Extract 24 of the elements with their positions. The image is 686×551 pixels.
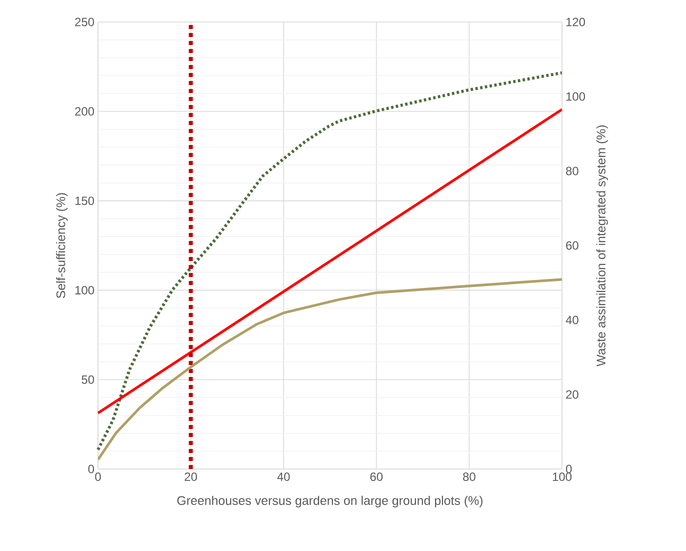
x-tick-label: 40 (277, 472, 290, 481)
y2-tick-label: 0 (566, 464, 572, 474)
y2-tick-label: 40 (566, 316, 578, 324)
y-tick-label: 250 (75, 18, 94, 26)
y2-axis-title: Waste assimilation of integrated system (%) (596, 125, 608, 366)
y-tick-label: 50 (82, 375, 94, 384)
y2-tick-label: 80 (566, 166, 578, 176)
y2-tick-label: 100 (566, 92, 586, 101)
x-tick-label: 100 (552, 472, 572, 481)
x-tick-label: 0 (95, 472, 101, 481)
x-axis-title: Greenhouses versus gardens on large ground plots (%) (177, 496, 482, 508)
line-series (98, 278, 562, 461)
x-tick-label: 80 (463, 472, 476, 481)
x-tick-label: 20 (184, 472, 197, 481)
y-tick-label: 150 (75, 196, 94, 206)
y2-tick-label: 60 (566, 241, 578, 250)
y-axis-title: Self-sufficiency (%) (56, 193, 68, 298)
y2-tick-label: 20 (566, 390, 578, 399)
x-tick-label: 60 (370, 472, 383, 481)
y2-tick-label: 120 (566, 18, 586, 26)
y-tick-label: 100 (75, 286, 94, 294)
y-tick-label: 200 (75, 107, 94, 116)
line-series (96, 71, 564, 452)
y-tick-label: 0 (88, 464, 94, 474)
